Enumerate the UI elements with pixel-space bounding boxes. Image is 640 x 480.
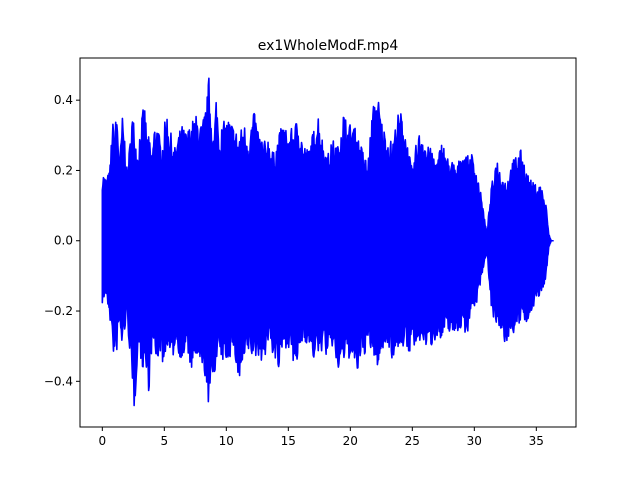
x-axis: 0 5 10 15 20 25 30 35 [98, 427, 544, 448]
plot-area [101, 77, 554, 407]
chart-title: ex1WholeModF.mp4 [258, 38, 399, 54]
y-axis: −0.4 −0.2 0.0 0.2 0.4 [44, 93, 80, 388]
y-tick-label-0: −0.4 [44, 374, 73, 388]
y-tick-label-2: 0.0 [54, 234, 73, 248]
y-tick-label-1: −0.2 [44, 304, 73, 318]
y-tick-label-3: 0.2 [54, 163, 73, 177]
x-tick-label-0: 0 [98, 434, 106, 448]
x-tick-label-3: 15 [281, 434, 296, 448]
x-tick-label-2: 10 [219, 434, 234, 448]
x-tick-label-7: 35 [529, 434, 544, 448]
y-tick-label-4: 0.4 [54, 93, 73, 107]
axes-frame [79, 57, 577, 428]
x-tick-label-4: 20 [343, 434, 358, 448]
x-tick-label-6: 30 [467, 434, 482, 448]
x-tick-label-5: 25 [405, 434, 420, 448]
x-tick-label-1: 5 [160, 434, 168, 448]
